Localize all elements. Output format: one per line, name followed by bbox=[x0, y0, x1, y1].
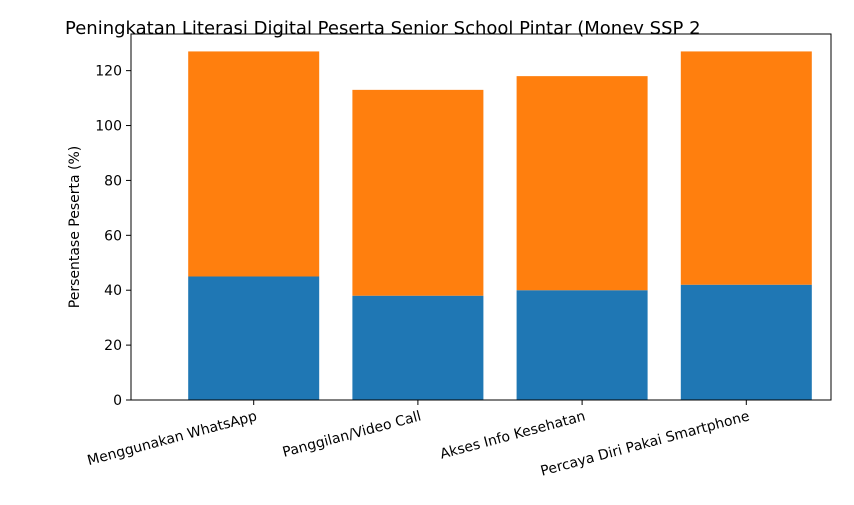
y-tick-label: 20 bbox=[104, 338, 122, 354]
y-axis-label: Persentase Peserta (%) bbox=[67, 146, 83, 308]
bar-segment bbox=[188, 276, 320, 400]
bar-segment bbox=[352, 295, 484, 400]
bar-segment bbox=[680, 51, 812, 285]
bar-segment bbox=[516, 76, 648, 291]
y-tick-label: 40 bbox=[104, 283, 122, 299]
bar-segment bbox=[516, 290, 648, 400]
y-tick-label: 0 bbox=[113, 393, 122, 409]
axes-frame bbox=[130, 33, 832, 401]
x-tick-label: Akses Info Kesehatan bbox=[438, 408, 587, 462]
bar-segment bbox=[352, 89, 484, 296]
y-tick-label: 60 bbox=[104, 228, 122, 244]
y-tick-label: 100 bbox=[95, 119, 122, 135]
chart-title: Peningkatan Literasi Digital Peserta Sen… bbox=[65, 18, 701, 39]
plot-area: 0 20 40 60 80 100 120 Menggunakan WhatsApp Pangg… bbox=[86, 33, 832, 480]
bar-segment bbox=[680, 284, 812, 400]
y-tick-label: 80 bbox=[104, 173, 122, 189]
y-tick-label: 120 bbox=[95, 64, 122, 80]
x-tick-label: Menggunakan WhatsApp bbox=[86, 408, 259, 469]
bar-segment bbox=[188, 51, 320, 277]
x-tick-label: Panggilan/Video Call bbox=[281, 408, 423, 460]
